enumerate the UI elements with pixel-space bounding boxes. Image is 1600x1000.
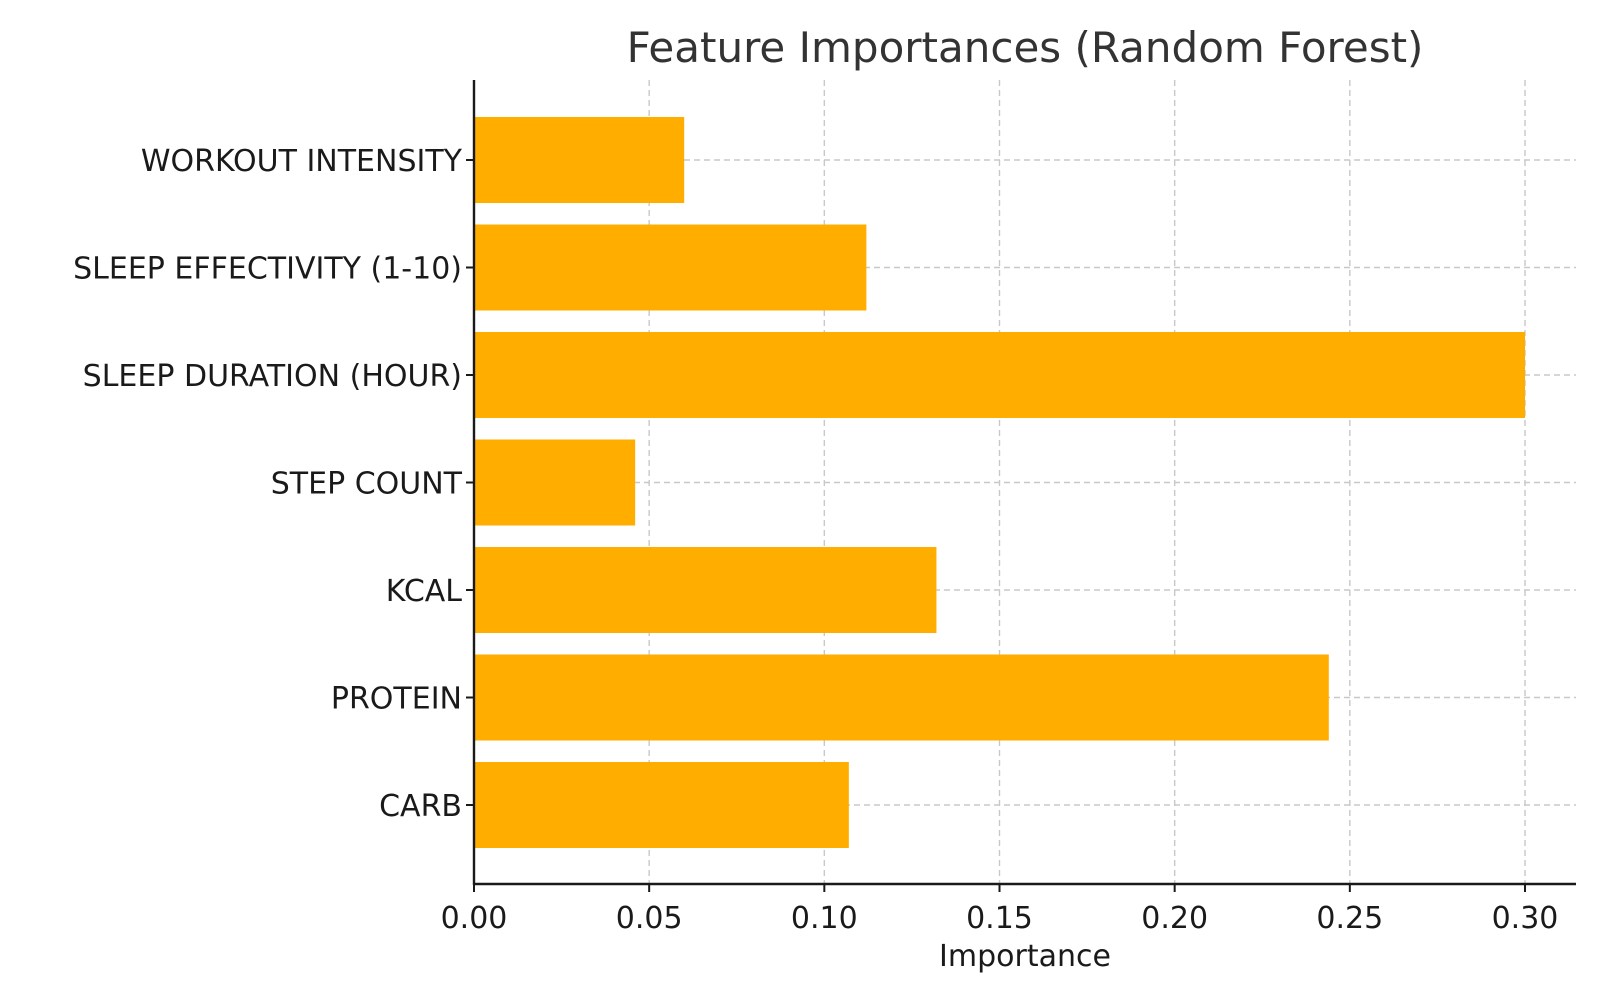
x-tick-label: 0.10 bbox=[791, 901, 858, 936]
bar-kcal bbox=[474, 547, 937, 633]
axes bbox=[466, 80, 1576, 892]
y-tick-label: PROTEIN bbox=[331, 682, 462, 717]
y-tick-label: STEP COUNT bbox=[271, 467, 463, 502]
x-axis-label: Importance bbox=[939, 939, 1111, 974]
x-tick-label: 0.20 bbox=[1141, 901, 1208, 936]
x-tick-label: 0.30 bbox=[1492, 901, 1559, 936]
bars bbox=[474, 117, 1525, 848]
y-tick-label: CARB bbox=[379, 789, 462, 824]
labels: 0.00 0.05 0.10 0.15 0.20 0.25 0.30 WORKOUT INTE… bbox=[73, 144, 1558, 936]
bar-sleep-duration-hour bbox=[474, 332, 1525, 418]
bar-carb bbox=[474, 762, 849, 848]
bar-protein bbox=[474, 654, 1329, 741]
chart-title: Feature Importances (Random Forest) bbox=[627, 23, 1424, 72]
y-tick-label: SLEEP EFFECTIVITY (1-10) bbox=[73, 252, 462, 287]
x-tick-label: 0.25 bbox=[1316, 901, 1383, 936]
y-tick-label: KCAL bbox=[386, 574, 463, 609]
y-tick-label: WORKOUT INTENSITY bbox=[141, 144, 463, 179]
x-tick-label: 0.00 bbox=[441, 901, 508, 936]
bar-workout-intensity bbox=[474, 117, 685, 203]
bar-step-count bbox=[474, 439, 636, 526]
x-tick-label: 0.15 bbox=[966, 901, 1033, 936]
bar-sleep-effectivity-1-10 bbox=[474, 224, 867, 311]
x-tick-label: 0.05 bbox=[616, 901, 683, 936]
y-tick-label: SLEEP DURATION (HOUR) bbox=[83, 359, 462, 394]
